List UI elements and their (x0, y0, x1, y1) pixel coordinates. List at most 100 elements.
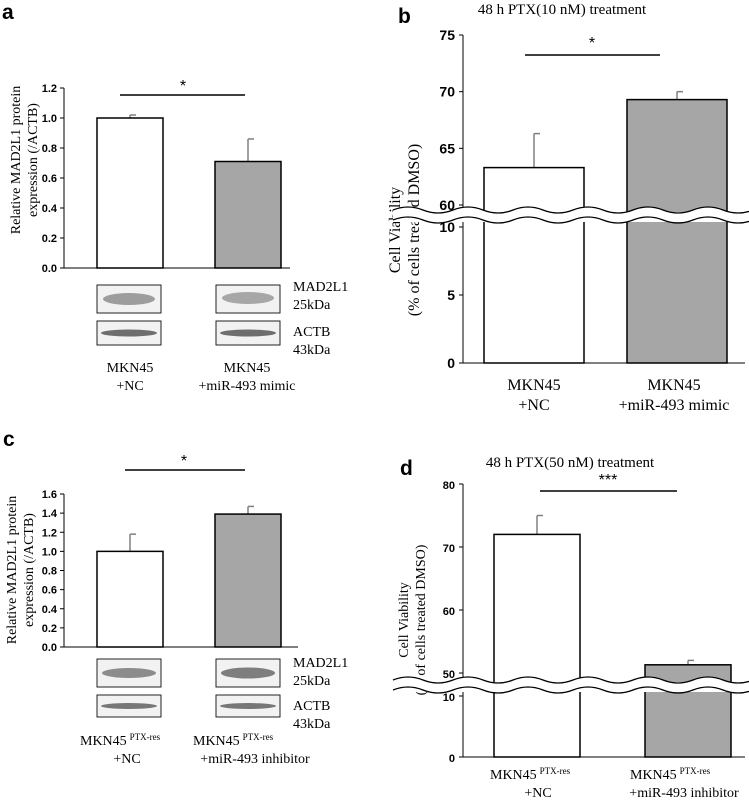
blot-a-actb-band2 (220, 329, 276, 337)
panel-d-group1-line2: +NC (524, 786, 551, 801)
panel-b-group2-line2: +miR-493 mimic (619, 397, 730, 414)
panel-b-bars (483, 90, 728, 364)
panel-d-break-line-top (392, 676, 749, 684)
panel-b-axis-break (392, 206, 749, 224)
panel-c-ytick-label: 1.6 (42, 489, 57, 501)
panel-d-group2-line2: +miR-493 inhibitor (629, 786, 739, 801)
blot-c-label-25kda: 25kDa (293, 674, 331, 689)
blot-a-mad2l1-band1 (103, 293, 155, 305)
panel-b: b 48 h PTX(10 nM) treatment Cell Viabili… (387, 2, 749, 414)
panel-d-significance: *** (599, 472, 618, 489)
panel-a-blots: MAD2L1 25kDa ACTB 43kDa (96, 280, 348, 358)
panel-c-bar-1 (96, 550, 164, 648)
panel-c-ytick-label: 1.2 (42, 527, 57, 539)
panel-d-break-line-bottom (392, 686, 749, 694)
panel-d-bar-1 (493, 533, 581, 758)
panel-c-bars (96, 505, 282, 648)
panel-letter-c: c (3, 428, 15, 451)
panel-d-ytick-label: 10 (443, 692, 455, 704)
panel-d-ylabel-line2: (% of cells treated DMSO) (414, 544, 429, 695)
blot-a-label-43kda: 43kDa (293, 343, 331, 358)
blot-a-actb-band1 (101, 329, 157, 337)
panel-c: c Relative MAD2L1 protein expression (/A… (3, 428, 348, 767)
panel-d: d 48 h PTX(50 nM) treatment Cell Viabili… (392, 455, 749, 801)
panel-letter-b: b (398, 5, 411, 28)
panel-d-ytick-label: 60 (443, 606, 455, 618)
blot-c-label-mad2l1: MAD2L1 (293, 656, 348, 671)
panel-a-ytick-label: 0.8 (42, 143, 57, 155)
panel-c-ylabel-line2: expression (/ACTB) (22, 513, 37, 627)
panel-d-ytick-label: 0 (449, 753, 455, 765)
panel-b-bar-2 (626, 98, 728, 364)
panel-a-group1-line2: +NC (116, 379, 143, 394)
panel-c-group2-name: MKN45 (193, 734, 240, 749)
panel-d-group2-line1: MKN45 PTX-res (630, 766, 711, 783)
panel-letter-a: a (2, 1, 14, 24)
panel-letter-d: d (400, 457, 413, 480)
panel-c-y-ticks: 0.0 0.2 0.4 0.6 0.8 1.0 1.2 1.4 1.6 (42, 489, 64, 654)
panel-d-break-mask (393, 682, 745, 692)
panel-c-ytick-label: 1.0 (42, 546, 57, 558)
panel-a-ylabel-line2: expression (/ACTB) (26, 103, 41, 217)
panel-a-group2-line1: MKN45 (224, 361, 271, 376)
blot-a-label-25kda: 25kDa (293, 298, 331, 313)
blot-c-mad2l1-band2 (221, 667, 275, 679)
panel-d-ytick-label: 70 (443, 543, 455, 555)
panel-d-bars (493, 514, 732, 758)
panel-d-y-ticks: 0 10 50 60 70 80 (443, 480, 463, 765)
panel-c-ylabel: Relative MAD2L1 protein expression (/ACT… (5, 496, 37, 645)
panel-a-bar-2 (214, 160, 282, 269)
panel-b-ylabel-line1: Cell Viability (387, 187, 404, 273)
panel-b-break-line-bottom (392, 216, 749, 224)
panel-a-group1-line1: MKN45 (107, 361, 154, 376)
panel-c-blots: MAD2L1 25kDa ACTB 43kDa (96, 656, 348, 732)
panel-b-ylabel-line2: (% of cells treated DMSO) (406, 144, 423, 316)
panel-c-ytick-label: 0.6 (42, 585, 57, 597)
panel-a-ytick-label: 0.6 (42, 173, 57, 185)
panel-b-group1-line2: +NC (518, 397, 549, 414)
panel-d-ytick-label: 50 (443, 669, 455, 681)
panel-b-ytick-label: 0 (447, 355, 455, 371)
panel-a-ylabel-line1: Relative MAD2L1 protein (9, 86, 24, 235)
panel-b-ylabel: Cell Viability (% of cells treated DMSO) (387, 144, 423, 316)
panel-c-significance: * (181, 453, 187, 470)
panel-b-title: 48 h PTX(10 nM) treatment (478, 2, 647, 18)
panel-b-bar-1 (483, 166, 585, 364)
panel-b-ytick-label: 65 (439, 140, 455, 156)
panel-a-group2-line2: +miR-493 mimic (199, 379, 296, 394)
panel-a-bar-1 (96, 117, 164, 269)
panel-d-ytick-label: 80 (443, 480, 455, 492)
panel-c-ytick-label: 1.4 (42, 508, 58, 520)
panel-b-ytick-label: 75 (439, 27, 455, 43)
panel-d-ylabel-line1: Cell Viability (397, 582, 412, 658)
panel-b-break-line-top (392, 206, 749, 214)
panel-d-group2-sup: PTX-res (680, 766, 711, 776)
panel-a-ytick-label: 0.4 (42, 203, 58, 215)
panel-c-group2-line2: +miR-493 inhibitor (200, 752, 310, 767)
blot-c-label-actb: ACTB (293, 699, 330, 714)
blot-c-label-43kda: 43kDa (293, 717, 331, 732)
panel-a-ytick-label: 0.2 (42, 233, 57, 245)
panel-a-significance: * (180, 78, 186, 95)
panel-a-y-ticks: 0.0 0.2 0.4 0.6 0.8 1.0 1.2 (42, 83, 64, 275)
panel-a: a Relative MAD2L1 protein expression (/A… (2, 1, 348, 394)
blot-c-mad2l1-band1 (102, 668, 156, 678)
panel-b-break-mask (393, 212, 745, 222)
panel-b-ytick-label: 5 (447, 287, 455, 303)
panel-c-ytick-label: 0.8 (42, 566, 57, 578)
panel-c-group1-line2: +NC (113, 752, 140, 767)
panel-a-ytick-label: 0.0 (42, 263, 57, 275)
panel-a-ylabel: Relative MAD2L1 protein expression (/ACT… (9, 86, 41, 235)
blot-a-mad2l1-band2 (222, 292, 274, 304)
blot-a-label-mad2l1: MAD2L1 (293, 280, 348, 295)
panel-b-significance: * (589, 35, 595, 52)
panel-c-ylabel-line1: Relative MAD2L1 protein (5, 496, 20, 645)
panel-c-group1-name: MKN45 (80, 734, 127, 749)
panel-d-group1-name: MKN45 (490, 768, 537, 783)
panel-d-ylabel: Cell Viability (% of cells treated DMSO) (397, 544, 429, 695)
panel-c-ytick-label: 0.2 (42, 623, 57, 635)
blot-c-actb-band1 (101, 703, 157, 709)
panel-d-title: 48 h PTX(50 nM) treatment (486, 455, 655, 471)
panel-a-ytick-label: 1.0 (42, 113, 57, 125)
